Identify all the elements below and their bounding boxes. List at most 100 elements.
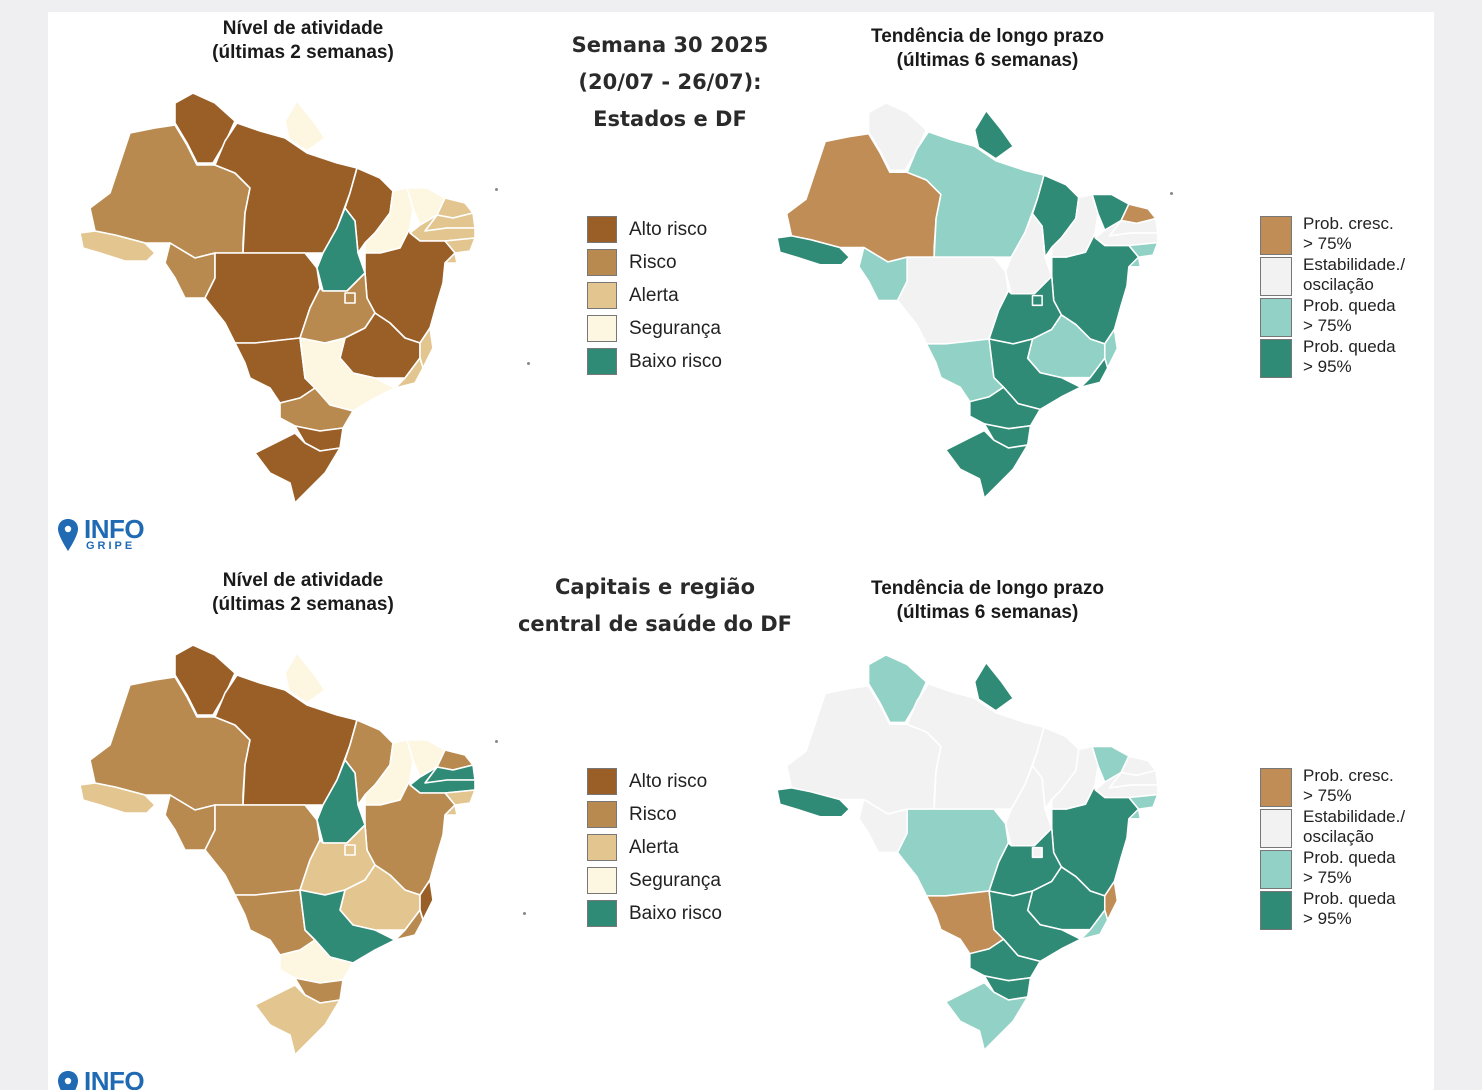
- legend-swatch: [587, 216, 617, 243]
- scan-dot: [495, 188, 498, 191]
- legend-swatch: [587, 282, 617, 309]
- infogripe-logo: INFO GRIPE: [57, 514, 167, 558]
- state-to: [1004, 212, 1053, 295]
- legend-item-estabilidade: Estabilidade./ oscilação: [1260, 807, 1460, 849]
- scan-dot: [1170, 192, 1173, 195]
- trend-title-line2: (últimas 6 semanas): [896, 50, 1079, 71]
- legend-item-prob-cresc: Prob. cresc. > 75%: [1260, 214, 1460, 256]
- scan-dot: [523, 912, 526, 915]
- trend-title-line1: Tendência de longo prazo: [871, 578, 1104, 599]
- center-title-top: Semana 30 2025 (20/07 - 26/07): Estados …: [530, 27, 810, 138]
- legend-item-prob-cresc: Prob. cresc. > 75%: [1260, 766, 1460, 808]
- scope-label: Estados e DF: [593, 107, 747, 131]
- level-legend-bottom: Alto risco Risco Alerta Segurança Baixo risc…: [587, 768, 787, 938]
- state-to: [316, 207, 366, 292]
- state-pr: [969, 386, 1041, 430]
- legend-label: Baixo risco: [629, 903, 722, 924]
- state-ap: [284, 100, 326, 152]
- logo-text-info: INFO: [84, 1070, 145, 1090]
- legend-swatch: [1260, 216, 1292, 255]
- scan-dot: [527, 362, 530, 365]
- state-rj: [1079, 909, 1109, 940]
- trend-legend-bottom: Prob. cresc. > 75% Estabilidade./ oscilaç…: [1260, 766, 1460, 938]
- state-pr: [279, 387, 354, 432]
- state-df: [344, 292, 356, 304]
- state-ac: [776, 787, 851, 818]
- state-rr: [174, 644, 236, 716]
- state-rr: [867, 102, 928, 172]
- legend-swatch: [1260, 298, 1292, 337]
- legend-swatch: [1260, 850, 1292, 889]
- legend-swatch: [587, 834, 617, 861]
- legend-item-seguranca: Segurança: [587, 315, 787, 345]
- state-rs: [944, 981, 1029, 1051]
- state-df: [1031, 846, 1043, 859]
- level-title-line2: (últimas 2 semanas): [212, 42, 394, 63]
- legend-swatch: [587, 249, 617, 276]
- legend-label: Prob. cresc. > 75%: [1303, 214, 1394, 253]
- state-es: [1103, 880, 1119, 921]
- legend-label: Risco: [629, 252, 677, 273]
- state-ap: [284, 652, 326, 704]
- level-map-title-bottom: Nível de atividade (últimas 2 semanas): [168, 569, 438, 617]
- infogripe-logo-bottom: INFO: [57, 1070, 167, 1090]
- state-rs: [254, 432, 341, 504]
- state-es: [419, 327, 434, 369]
- legend-item-seguranca: Segurança: [587, 867, 787, 897]
- state-rj: [1079, 357, 1109, 388]
- legend-swatch: [587, 768, 617, 795]
- state-ac: [79, 782, 156, 814]
- legend-item-alerta: Alerta: [587, 282, 787, 312]
- state-ac: [79, 230, 156, 262]
- location-pin-icon: [58, 1071, 78, 1090]
- legend-swatch: [587, 867, 617, 894]
- level-title-line1: Nível de atividade: [222, 570, 384, 591]
- logo-text-info: INFO: [84, 514, 145, 544]
- legend-item-baixo-risco: Baixo risco: [587, 900, 787, 930]
- legend-item-prob-queda-75: Prob. queda > 75%: [1260, 296, 1460, 338]
- legend-label: Prob. queda > 95%: [1303, 337, 1396, 376]
- state-to: [1004, 764, 1053, 847]
- legend-item-estabilidade: Estabilidade./ oscilação: [1260, 255, 1460, 297]
- legend-swatch: [1260, 768, 1292, 807]
- trend-map-states: [776, 102, 1159, 499]
- legend-item-alto-risco: Alto risco: [587, 768, 787, 798]
- scan-dot: [495, 740, 498, 743]
- legend-item-prob-queda-95: Prob. queda > 95%: [1260, 337, 1460, 379]
- scope-label-line2: central de saúde do DF: [517, 612, 793, 636]
- legend-label: Segurança: [629, 318, 721, 339]
- state-es: [419, 879, 434, 921]
- state-ac: [776, 235, 851, 266]
- state-df: [344, 844, 356, 856]
- state-rr: [867, 654, 928, 724]
- trend-map-title-top: Tendência de longo prazo (últimas 6 sema…: [830, 25, 1145, 73]
- center-title-bottom: Capitais e região central de saúde do DF: [500, 569, 810, 643]
- state-rs: [254, 984, 341, 1056]
- legend-item-risco: Risco: [587, 249, 787, 279]
- legend-item-alerta: Alerta: [587, 834, 787, 864]
- legend-swatch: [1260, 339, 1292, 378]
- legend-label: Baixo risco: [629, 351, 722, 372]
- level-legend-top: Alto risco Risco Alerta Segurança Baixo risc…: [587, 216, 787, 386]
- trend-legend-top: Prob. cresc. > 75% Estabilidade./ oscilaç…: [1260, 214, 1460, 386]
- legend-swatch: [587, 801, 617, 828]
- legend-label: Alto risco: [629, 771, 708, 792]
- state-df: [1031, 294, 1043, 307]
- state-rj: [394, 909, 424, 941]
- legend-label: Alerta: [629, 837, 679, 858]
- legend-label: Segurança: [629, 870, 721, 891]
- state-rj: [394, 357, 424, 389]
- state-rs: [944, 429, 1029, 499]
- legend-label: Prob. queda > 95%: [1303, 889, 1396, 928]
- legend-label: Alto risco: [629, 219, 708, 240]
- level-map-capitals: [79, 644, 476, 1056]
- legend-label: Prob. queda > 75%: [1303, 848, 1396, 887]
- legend-swatch: [587, 315, 617, 342]
- level-map-title-top: Nível de atividade (últimas 2 semanas): [168, 17, 438, 65]
- level-title-line1: Nível de atividade: [222, 18, 384, 39]
- legend-swatch: [1260, 809, 1292, 848]
- legend-label: Prob. cresc. > 75%: [1303, 766, 1394, 805]
- trend-title-line2: (últimas 6 semanas): [896, 602, 1079, 623]
- legend-swatch: [587, 900, 617, 927]
- state-es: [1103, 328, 1119, 369]
